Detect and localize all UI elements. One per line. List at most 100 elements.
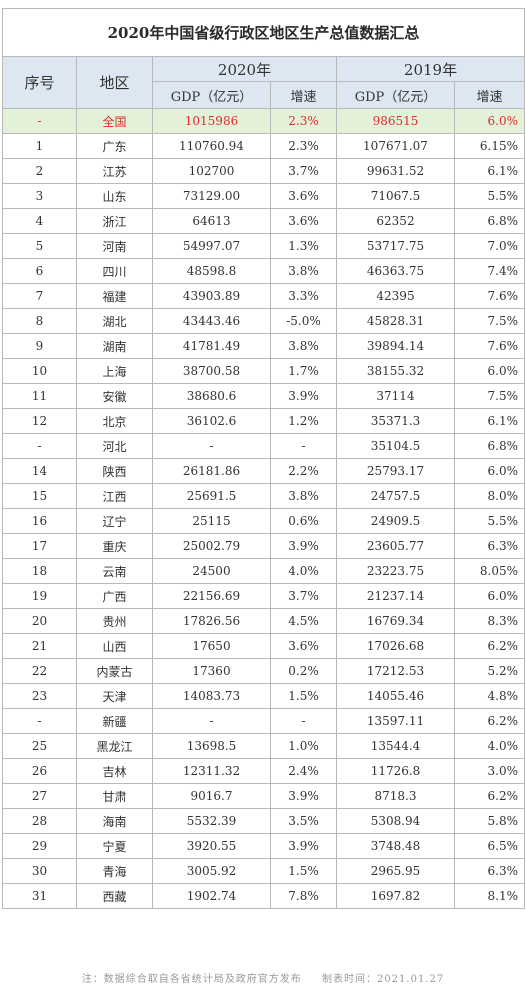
table-row: - 新疆 - -13597.11 6.2% — [2, 708, 525, 734]
cell-region: 山西 — [76, 633, 153, 659]
cell-gdp-2020: 54997.07 — [152, 233, 271, 259]
cell-region: 新疆 — [76, 708, 153, 734]
cell-rank: 29 — [2, 833, 77, 859]
cell-growth-2020: 1.0% — [270, 733, 337, 759]
cell-rank: 11 — [2, 383, 77, 409]
national-row: - 全国 1015986 2.3% 986515 6.0% — [2, 108, 525, 134]
cell-gdp-2020: 1902.74 — [152, 883, 271, 909]
table-row: 22 内蒙古 17360 0.2% 17212.53 5.2% — [2, 658, 525, 684]
table-row: 10 上海 38700.58 1.7% 38155.32 6.0% — [2, 358, 525, 384]
cell-gdp-2020: 3005.92 — [152, 858, 271, 884]
header-row-metrics: GDP（亿元） 增速 GDP（亿元） 增速 — [3, 81, 525, 109]
cell-gdp-2019: 53717.75 — [336, 233, 455, 259]
cell-growth-2019: 5.5% — [454, 183, 525, 209]
cell-gdp-2020: 17650 — [152, 633, 271, 659]
cell-gdp-2019: 23605.77 — [336, 533, 455, 559]
cell-rank: 1 — [2, 133, 77, 159]
table-row: 11 安徽 38680.6 3.9% 37114 7.5% — [2, 383, 525, 409]
cell-rank: 28 — [2, 808, 77, 834]
cell-region: 青海 — [76, 858, 153, 884]
national-gdp-2020: 1015986 — [152, 108, 271, 134]
table-row: 28 海南 5532.39 3.5% 5308.94 5.8% — [2, 808, 525, 834]
national-rank: - — [2, 108, 77, 134]
cell-growth-2020: 2.4% — [270, 758, 337, 784]
table-row: 3 山东 73129.00 3.6% 71067.5 5.5% — [2, 183, 525, 209]
table-row: 25 黑龙江 13698.5 1.0% 13544.4 4.0% — [2, 733, 525, 759]
footer-source: 注：数据综合取自各省统计局及政府官方发布 — [81, 974, 302, 985]
table-row: 27 甘肃 9016.7 3.9% 8718.3 6.2% — [2, 783, 525, 809]
cell-region: 广东 — [76, 133, 153, 159]
cell-rank: 30 — [2, 858, 77, 884]
cell-gdp-2019: 24909.5 — [336, 508, 455, 534]
header-growth-2019: 增速 — [454, 81, 525, 109]
cell-gdp-2019: 38155.32 — [336, 358, 455, 384]
cell-gdp-2019: 5308.94 — [336, 808, 455, 834]
cell-gdp-2019: 37114 — [336, 383, 455, 409]
cell-gdp-2020: 14083.73 — [152, 683, 271, 709]
cell-gdp-2019: 35371.3 — [336, 408, 455, 434]
cell-gdp-2020: 17826.56 — [152, 608, 271, 634]
header-gdp-2020: GDP（亿元） — [152, 81, 271, 109]
cell-growth-2020: 3.9% — [270, 833, 337, 859]
cell-gdp-2019: 39894.14 — [336, 333, 455, 359]
cell-gdp-2019: 16769.34 — [336, 608, 455, 634]
cell-growth-2019: 6.3% — [454, 858, 525, 884]
cell-region: 海南 — [76, 808, 153, 834]
cell-gdp-2020: 9016.7 — [152, 783, 271, 809]
header-region: 地区 — [76, 56, 153, 109]
footer-date: 制表时间：2021.01.27 — [321, 974, 445, 985]
cell-region: 内蒙古 — [76, 658, 153, 684]
cell-gdp-2020: 48598.8 — [152, 258, 271, 284]
cell-growth-2019: 8.3% — [454, 608, 525, 634]
table-row: 2 江苏 102700 3.7% 99631.52 6.1% — [2, 158, 525, 184]
cell-growth-2020: 3.9% — [270, 533, 337, 559]
header-gdp-2019: GDP（亿元） — [336, 81, 455, 109]
table-row: 8 湖北 43443.46 -5.0% 45828.31 7.5% — [2, 308, 525, 334]
cell-rank: 4 — [2, 208, 77, 234]
cell-gdp-2019: 14055.46 — [336, 683, 455, 709]
cell-growth-2019: 4.8% — [454, 683, 525, 709]
table-title: 2020年中国省级行政区地区生产总值数据汇总 — [2, 8, 525, 57]
cell-rank: 21 — [2, 633, 77, 659]
table-row: 7 福建 43903.89 3.3% 42395 7.6% — [2, 283, 525, 309]
cell-gdp-2019: 2965.95 — [336, 858, 455, 884]
cell-gdp-2019: 107671.07 — [336, 133, 455, 159]
cell-region: 湖北 — [76, 308, 153, 334]
cell-growth-2019: 6.2% — [454, 633, 525, 659]
cell-rank: 3 — [2, 183, 77, 209]
cell-region: 山东 — [76, 183, 153, 209]
cell-region: 天津 — [76, 683, 153, 709]
cell-gdp-2019: 99631.52 — [336, 158, 455, 184]
table-row: 5 河南 54997.07 1.3% 53717.75 7.0% — [2, 233, 525, 259]
cell-gdp-2019: 11726.8 — [336, 758, 455, 784]
cell-growth-2019: 6.8% — [454, 208, 525, 234]
table-row: 23 天津 14083.73 1.5% 14055.46 4.8% — [2, 683, 525, 709]
cell-growth-2019: 6.8% — [454, 433, 525, 459]
cell-gdp-2020: 73129.00 — [152, 183, 271, 209]
cell-gdp-2020: 25002.79 — [152, 533, 271, 559]
table-row: 1 广东 110760.94 2.3% 107671.07 6.15% — [2, 133, 525, 159]
cell-growth-2020: -5.0% — [270, 308, 337, 334]
cell-gdp-2019: 62352 — [336, 208, 455, 234]
table-row: 20 贵州 17826.56 4.5% 16769.34 8.3% — [2, 608, 525, 634]
cell-rank: 15 — [2, 483, 77, 509]
cell-rank: 8 — [2, 308, 77, 334]
table-row: - 河北 - -35104.5 6.8% — [2, 433, 525, 459]
cell-rank: 18 — [2, 558, 77, 584]
cell-gdp-2020: 25691.5 — [152, 483, 271, 509]
cell-growth-2020: 1.3% — [270, 233, 337, 259]
cell-gdp-2019: 23223.75 — [336, 558, 455, 584]
cell-growth-2020: 3.8% — [270, 483, 337, 509]
cell-growth-2019: 8.05% — [454, 558, 525, 584]
cell-region: 福建 — [76, 283, 153, 309]
cell-growth-2019: 5.8% — [454, 808, 525, 834]
cell-gdp-2020: 38700.58 — [152, 358, 271, 384]
cell-rank: 6 — [2, 258, 77, 284]
cell-gdp-2019: 13597.11 — [336, 708, 455, 734]
cell-region: 西藏 — [76, 883, 153, 909]
table-row: 31 西藏 1902.74 7.8% 1697.82 8.1% — [2, 883, 525, 909]
cell-region: 湖南 — [76, 333, 153, 359]
table-row: 17 重庆 25002.79 3.9% 23605.77 6.3% — [2, 533, 525, 559]
cell-gdp-2020: 3920.55 — [152, 833, 271, 859]
cell-region: 贵州 — [76, 608, 153, 634]
